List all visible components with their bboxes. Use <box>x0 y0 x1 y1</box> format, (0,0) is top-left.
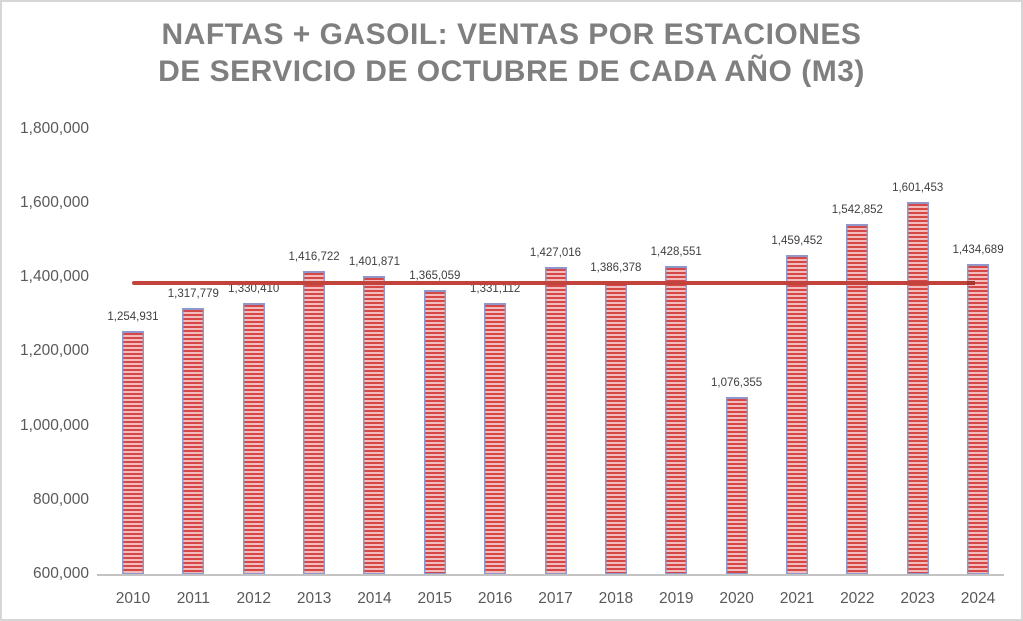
bar-2018 <box>604 282 627 574</box>
bar-2015 <box>423 289 446 574</box>
x-axis-tick-label-2020: 2020 <box>719 590 754 607</box>
bar-value-label-2015: 1,365,059 <box>409 269 461 282</box>
x-axis-tick-label-2016: 2016 <box>477 590 513 607</box>
bar-value-label-2020: 1,076,355 <box>711 377 763 390</box>
x-axis-tick-label-2024: 2024 <box>960 590 996 607</box>
x-axis-line <box>97 574 1004 576</box>
bar-2023 <box>906 202 929 574</box>
x-axis-tick-label-2023: 2023 <box>900 590 935 607</box>
chart-title-line-2: DE SERVICIO DE OCTUBRE DE CADA AÑO (M3) <box>158 55 865 88</box>
y-axis-tick-label: 1,800,000 <box>20 119 89 137</box>
bar-2024 <box>967 264 990 574</box>
x-axis-tick-label-2017: 2017 <box>538 590 573 607</box>
y-axis-tick-label: 1,600,000 <box>20 193 89 211</box>
y-axis-tick-label: 1,400,000 <box>20 268 89 285</box>
bar-value-label-2017: 1,427,016 <box>529 246 582 259</box>
x-axis-tick-label-2021: 2021 <box>779 590 815 607</box>
chart-title-line-1: NAFTAS + GASOIL: VENTAS POR ESTACIONES <box>161 18 862 51</box>
bar-value-label-2011: 1,317,779 <box>167 287 219 300</box>
x-axis-tick-label-2012: 2012 <box>236 590 271 607</box>
x-axis-tick-label-2014: 2014 <box>357 590 392 607</box>
x-axis-tick-label-2015: 2015 <box>417 590 453 607</box>
bar-value-label-2013: 1,416,722 <box>288 250 340 263</box>
y-axis-tick-label: 800,000 <box>32 490 89 508</box>
bar-value-label-2024: 1,434,689 <box>952 244 1004 257</box>
bar-2019 <box>665 266 688 574</box>
y-axis-tick-label: 1,000,000 <box>20 416 89 434</box>
x-axis-tick-label-2010: 2010 <box>115 590 151 607</box>
x-axis-tick-label-2011: 2011 <box>176 590 211 607</box>
x-axis-tick-label-2019: 2019 <box>658 590 694 607</box>
bar-2016 <box>484 302 507 574</box>
bar-value-label-2019: 1,428,551 <box>650 246 702 259</box>
bar-2013 <box>303 270 326 574</box>
y-axis-tick-label: 1,200,000 <box>20 342 89 360</box>
average-reference-line <box>132 280 974 285</box>
bar-value-label-2023: 1,601,453 <box>892 182 944 195</box>
bar-value-label-2021: 1,459,452 <box>771 234 823 247</box>
bar-2012 <box>242 302 265 574</box>
bar-2014 <box>363 276 386 574</box>
bar-2021 <box>785 254 808 574</box>
bar-2022 <box>846 223 869 574</box>
y-axis-tick-label: 600,000 <box>32 565 89 582</box>
bar-value-label-2016: 1,331,112 <box>470 282 521 295</box>
x-axis-tick-label-2018: 2018 <box>598 590 634 607</box>
bar-value-label-2012: 1,330,410 <box>228 282 280 295</box>
bar-2017 <box>544 266 567 574</box>
bar-value-label-2014: 1,401,871 <box>348 256 401 269</box>
x-axis-tick-label-2013: 2013 <box>296 590 332 607</box>
bar-2020 <box>725 397 748 574</box>
average-reference-line-end <box>967 280 975 285</box>
bar-2010 <box>122 330 144 574</box>
bar-2011 <box>182 307 205 574</box>
bar-value-label-2010: 1,254,931 <box>107 310 159 323</box>
bar-value-label-2022: 1,542,852 <box>831 203 883 216</box>
chart-title: NAFTAS + GASOIL: VENTAS POR ESTACIONES D… <box>2 16 1021 90</box>
x-axis-tick-label-2022: 2022 <box>840 590 875 607</box>
bar-value-label-2018: 1,386,378 <box>590 262 642 275</box>
